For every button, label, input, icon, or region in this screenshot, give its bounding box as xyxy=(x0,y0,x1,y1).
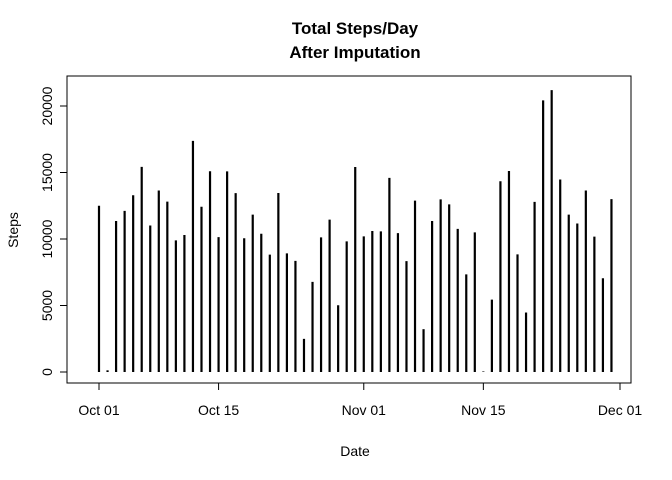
x-tick-label: Dec 01 xyxy=(598,402,643,418)
x-axis: Oct 01 Oct 15 Nov 01 Nov 15 Dec 01 xyxy=(78,382,643,418)
y-tick-label: 5000 xyxy=(39,290,55,321)
y-tick-label: 15000 xyxy=(39,153,55,192)
y-axis-label: Steps xyxy=(5,212,21,248)
bars xyxy=(97,90,613,372)
y-tick-label: 0 xyxy=(39,368,55,376)
y-axis: 0 5000 10000 15000 20000 xyxy=(39,86,68,376)
y-tick-label: 20000 xyxy=(39,86,55,125)
x-axis-label: Date xyxy=(340,443,370,459)
x-tick-label: Nov 15 xyxy=(461,402,506,418)
chart-title-line-1: Total Steps/Day xyxy=(292,19,419,38)
y-tick-label: 10000 xyxy=(39,219,55,258)
x-tick-label: Nov 01 xyxy=(342,402,387,418)
chart-title-line-2: After Imputation xyxy=(289,43,420,62)
chart-title: Total Steps/Day After Imputation xyxy=(289,19,420,62)
x-tick-label: Oct 01 xyxy=(78,402,119,418)
x-tick-label: Oct 15 xyxy=(198,402,239,418)
plot-frame xyxy=(66,75,632,384)
